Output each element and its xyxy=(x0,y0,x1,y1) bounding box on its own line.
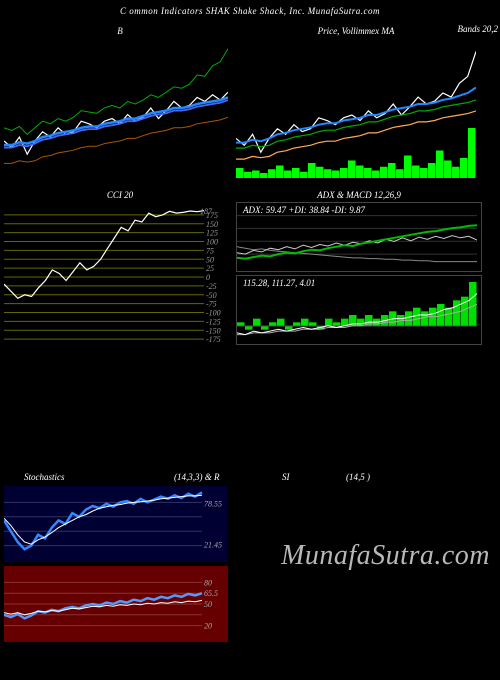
bollinger-chart xyxy=(4,38,228,178)
svg-text:78.55: 78.55 xyxy=(204,499,222,508)
page-header: C ommon Indicators SHAK Shake Shack, Inc… xyxy=(0,0,500,18)
rsi-chart: 80 65.5 50 20 xyxy=(4,566,228,642)
cci-chart: 1751501251007550250-25-50-75-100-125-150… xyxy=(4,202,228,352)
page-title-c: C xyxy=(120,6,127,16)
rsi-panel: 80 65.5 50 20 xyxy=(4,566,236,642)
svg-text:50: 50 xyxy=(206,255,214,264)
svg-text:-100: -100 xyxy=(206,309,221,318)
cci-panel: CCI 20 1751501251007550250-25-50-75-100-… xyxy=(4,188,236,352)
svg-text:150: 150 xyxy=(206,220,218,229)
svg-text:-25: -25 xyxy=(206,282,217,291)
svg-text:0: 0 xyxy=(206,273,210,282)
stochastics-chart: 78.55 21.45 xyxy=(4,486,228,562)
cci-title: CCI 20 xyxy=(4,188,236,202)
adx-macd-panel: ADX & MACD 12,26,9 ADX: 59.47 +DI: 38.84… xyxy=(236,188,482,352)
svg-text:-125: -125 xyxy=(206,317,221,326)
svg-text:21.45: 21.45 xyxy=(204,541,222,550)
price-ma-chart xyxy=(236,38,476,178)
svg-text:20: 20 xyxy=(204,622,212,631)
price-ma-title: Price, Vollimmex MA xyxy=(236,24,476,38)
stoch-title-mid: (14,3,3) & R xyxy=(174,472,220,482)
svg-text:-50: -50 xyxy=(206,291,217,300)
bollinger-panel: B xyxy=(4,24,236,178)
svg-text:25: 25 xyxy=(206,264,214,273)
svg-text:50: 50 xyxy=(204,600,212,609)
stochastics-panel: 78.55 21.45 xyxy=(4,486,236,562)
svg-text:80: 80 xyxy=(204,578,212,587)
svg-text:75: 75 xyxy=(206,246,214,255)
adx-values-label: ADX: 59.47 +DI: 38.84 -DI: 9.87 xyxy=(243,205,365,215)
svg-text:125: 125 xyxy=(206,229,218,238)
svg-text:187: 187 xyxy=(200,207,213,216)
svg-text:65.5: 65.5 xyxy=(204,589,218,598)
price-ma-panel: Price, Vollimmex MA xyxy=(236,24,476,178)
bollinger-title: B xyxy=(4,24,236,38)
stoch-title-right: (14,5 ) xyxy=(346,472,370,482)
adx-title: ADX & MACD 12,26,9 xyxy=(236,188,482,202)
stoch-title-left: Stochastics xyxy=(24,472,65,482)
svg-text:-175: -175 xyxy=(206,335,221,344)
stoch-title-si: SI xyxy=(282,472,290,482)
macd-values-label: 115.28, 111.27, 4.01 xyxy=(243,278,315,288)
page-title-main: ommon Indicators SHAK Shake Shack, Inc. … xyxy=(129,6,380,16)
svg-text:-150: -150 xyxy=(206,326,221,335)
svg-text:100: 100 xyxy=(206,238,218,247)
bands-label: Bands 20,2 xyxy=(458,24,499,34)
svg-text:-75: -75 xyxy=(206,300,217,309)
